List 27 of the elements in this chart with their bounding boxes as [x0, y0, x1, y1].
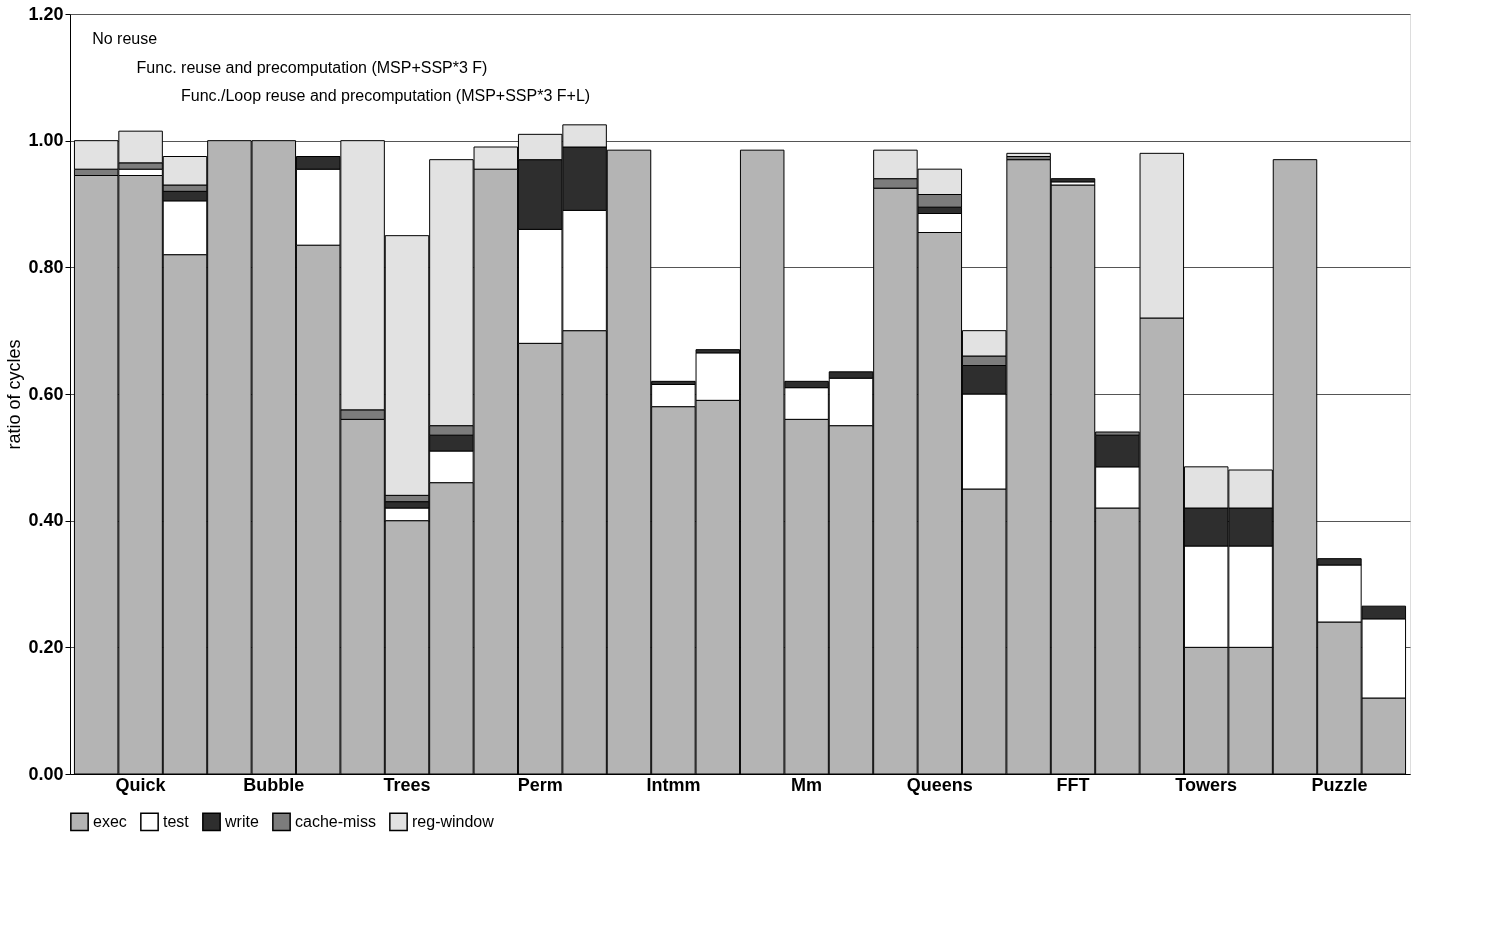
y-tick-label: 0.60 — [28, 383, 64, 404]
x-tick-label: Perm — [517, 774, 563, 795]
y-tick-label: 0.40 — [28, 510, 64, 531]
legend-label: cache-miss — [295, 812, 376, 830]
y-tick-label: 0.80 — [28, 256, 64, 277]
annotation: No reuse — [92, 30, 158, 48]
x-tick-label: Bubble — [243, 774, 305, 795]
x-tick-label: Puzzle — [1311, 774, 1368, 795]
x-tick-label: Mm — [791, 774, 823, 795]
x-tick-label: Quick — [115, 774, 167, 795]
annotation: Func. reuse and precomputation (MSP+SSP*3 F) — [136, 58, 488, 76]
x-tick-label: FFT — [1056, 774, 1090, 795]
legend-label: exec — [93, 812, 127, 830]
y-tick-label: 0.20 — [28, 636, 64, 657]
y-tick-label: 1.00 — [28, 130, 64, 151]
bar — [1006, 152, 1051, 157]
legend-label: test — [163, 812, 190, 830]
legend-label: write — [224, 812, 259, 830]
legend-label: reg-window — [412, 812, 495, 830]
y-tick-label: 0.00 — [28, 763, 64, 784]
x-tick-label: Intmm — [646, 774, 701, 795]
x-tick-label: Towers — [1175, 774, 1238, 795]
y-axis-title: ratio of cycles — [4, 339, 25, 450]
annotation: Func./Loop reuse and precomputation (MSP+SSP*3 F+L) — [181, 87, 591, 105]
x-tick-label: Queens — [906, 774, 973, 795]
y-tick-label: 1.20 — [28, 3, 64, 24]
x-tick-label: Trees — [383, 774, 431, 795]
